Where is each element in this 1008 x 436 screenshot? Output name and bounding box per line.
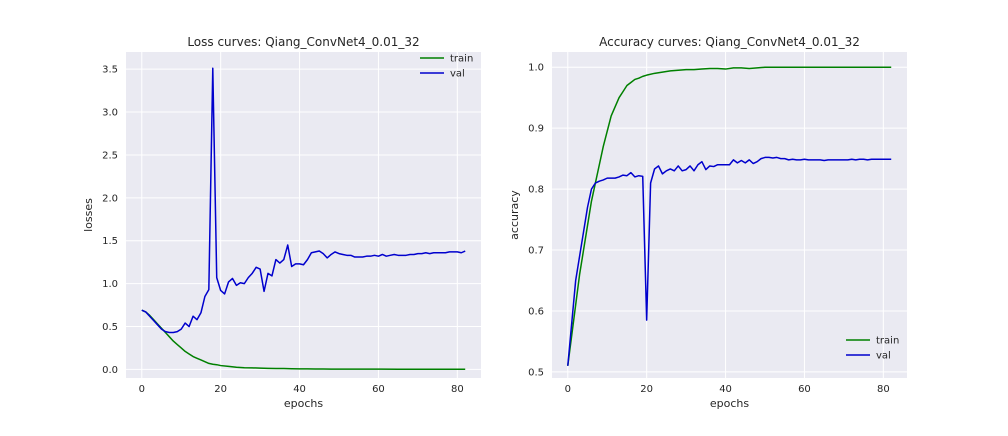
plot-area [552, 52, 907, 378]
legend: train val [420, 54, 473, 80]
y-tick-label: 2.5 [102, 150, 118, 161]
series-line-val [141, 67, 466, 334]
x-tick-label: 20 [214, 384, 227, 395]
chart-title: Loss curves: Qiang_ConvNet4_0.01_32 [187, 35, 419, 49]
chart-panel-2: 0 20 40 60 80 0.5 0.6 0.7 0.8 0.9 1.0 Accuracy curv… [508, 35, 907, 410]
y-tick-label: 0.5 [102, 322, 118, 333]
y-axis-label: accuracy [508, 190, 521, 240]
legend-label-train: train [876, 336, 899, 347]
y-tick-label: 0.5 [528, 367, 544, 378]
legend-label-val: val [876, 351, 891, 362]
legend-label-train: train [450, 54, 473, 65]
legend: train val [846, 336, 899, 362]
x-tick-label: 80 [451, 384, 464, 395]
x-tick-label: 60 [372, 384, 385, 395]
y-tick-label: 0.8 [528, 185, 544, 196]
x-axis-label: epochs [284, 397, 323, 410]
y-tick-label: 0.0 [102, 365, 118, 376]
y-tick-label: 1.0 [102, 279, 118, 290]
y-axis-label: losses [82, 198, 95, 232]
y-tick-label: 0.6 [528, 306, 544, 317]
plot-area [126, 52, 481, 378]
y-tick-label: 2.0 [102, 193, 118, 204]
x-tick-label: 80 [877, 384, 890, 395]
y-tick-label: 1.5 [102, 236, 118, 247]
series-line-val [567, 156, 892, 366]
x-tick-label: 60 [798, 384, 811, 395]
x-axis-label: epochs [710, 397, 749, 410]
y-tick-label: 0.7 [528, 246, 544, 257]
y-tick-label: 1.0 [528, 63, 544, 74]
y-tick-label: 0.9 [528, 124, 544, 135]
legend-label-val: val [450, 69, 465, 80]
y-tick-label: 3.0 [102, 108, 118, 119]
x-tick-label: 40 [293, 384, 306, 395]
x-tick-label: 20 [640, 384, 653, 395]
chart-title: Accuracy curves: Qiang_ConvNet4_0.01_32 [599, 35, 860, 49]
y-tick-label: 3.5 [102, 65, 118, 76]
chart-panel-1: 0 20 40 60 80 0.0 0.5 1.0 1.5 2.0 2.5 3.0 3.5 Loss cu… [82, 35, 481, 410]
x-tick-label: 0 [139, 384, 145, 395]
x-tick-label: 40 [719, 384, 732, 395]
x-tick-label: 0 [565, 384, 571, 395]
series-line-train [141, 309, 466, 370]
